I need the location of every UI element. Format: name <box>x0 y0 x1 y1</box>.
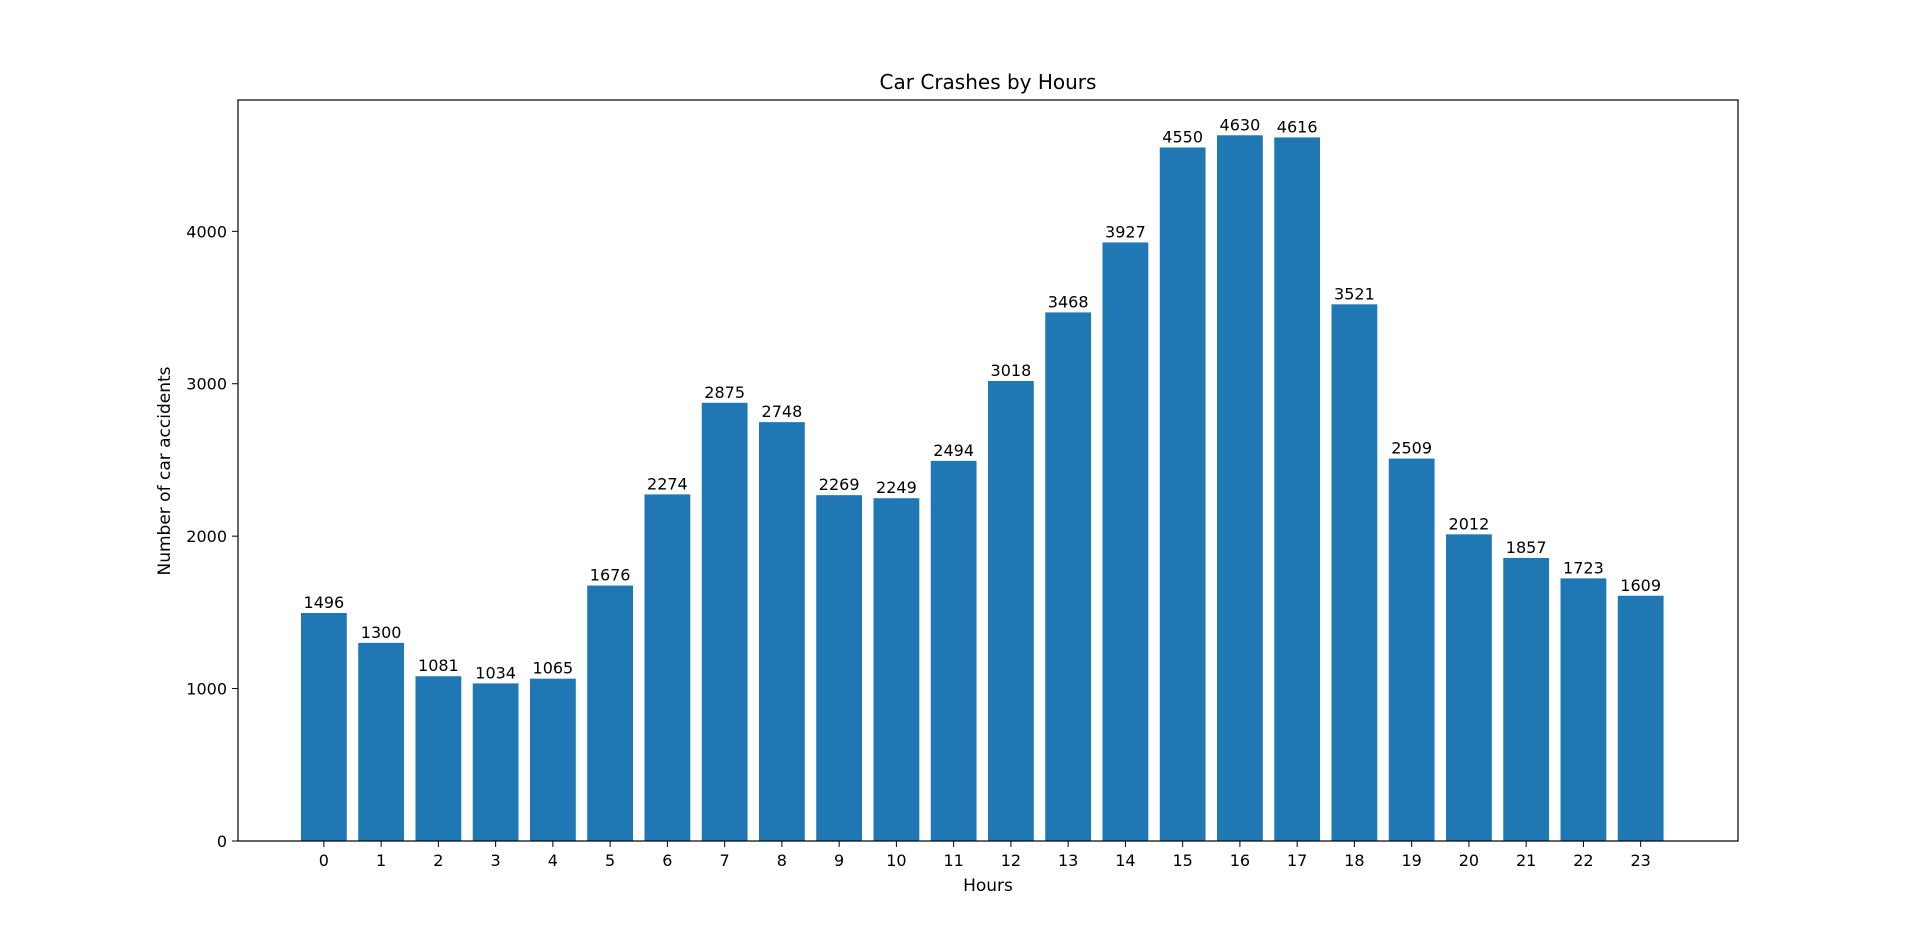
bar-hour-23 <box>1617 595 1664 841</box>
bar-hour-18 <box>1331 304 1378 842</box>
y-tick-label: 1000 <box>186 680 227 699</box>
x-tick-label: 4 <box>548 851 558 870</box>
bar-hour-10 <box>873 498 920 841</box>
y-axis-ticks: 0 1000 2000 3000 4000 <box>186 222 238 851</box>
bar-hour-17 <box>1274 137 1321 841</box>
bar-hour-16 <box>1217 135 1263 842</box>
x-tick-label: 20 <box>1459 851 1479 870</box>
x-tick-label: 18 <box>1344 851 1364 870</box>
bar-value-label: 3521 <box>1334 284 1375 303</box>
bar-hour-7 <box>701 402 748 841</box>
bar-hour-4 <box>529 678 576 841</box>
bar-hour-22 <box>1560 578 1607 841</box>
x-tick-label: 13 <box>1058 851 1078 870</box>
x-tick-label: 9 <box>834 851 844 870</box>
bar-value-label: 2875 <box>704 383 745 402</box>
bar-hour-14 <box>1102 242 1149 841</box>
bar-value-label: 1081 <box>418 656 459 675</box>
bar-value-label: 3468 <box>1048 292 1089 311</box>
bar-value-label: 2748 <box>762 402 803 421</box>
x-axis-label: Hours <box>963 876 1013 896</box>
bar-value-label: 3018 <box>991 361 1032 380</box>
x-tick-label: 8 <box>777 851 787 870</box>
bar-value-label: 2509 <box>1391 439 1432 458</box>
x-tick-label: 10 <box>886 851 906 870</box>
bar-hour-6 <box>644 494 691 841</box>
bar-value-label: 3927 <box>1105 222 1146 241</box>
bars-layer <box>300 135 1664 842</box>
y-tick-label: 3000 <box>186 375 227 394</box>
bar-hour-3 <box>472 683 519 841</box>
bar-value-label: 1676 <box>590 566 631 585</box>
x-tick-label: 7 <box>720 851 730 870</box>
x-tick-label: 5 <box>605 851 615 870</box>
bar-value-label: 2249 <box>876 478 917 497</box>
bar-hour-9 <box>816 495 863 841</box>
x-tick-label: 15 <box>1172 851 1192 870</box>
x-tick-label: 21 <box>1516 851 1536 870</box>
bar-hour-0 <box>300 612 347 841</box>
bar-hour-19 <box>1388 458 1435 841</box>
chart-title: Car Crashes by Hours <box>880 70 1097 94</box>
bar-hour-21 <box>1503 557 1550 841</box>
bar-hour-13 <box>1045 312 1092 842</box>
bar-hour-11 <box>930 460 977 841</box>
plot-frame <box>237 99 1739 842</box>
bar-hour-15 <box>1159 147 1206 841</box>
x-axis-ticks: 0 1 2 3 4 5 6 7 8 9 10 11 12 13 14 15 16 17 18 19 20 21 22 23 <box>319 841 1651 870</box>
x-tick-label: 16 <box>1230 851 1250 870</box>
bar-value-label: 2269 <box>819 475 860 494</box>
bar-value-label: 1496 <box>304 593 345 612</box>
x-tick-label: 2 <box>433 851 443 870</box>
x-tick-label: 1 <box>376 851 386 870</box>
x-tick-label: 17 <box>1287 851 1307 870</box>
x-tick-label: 19 <box>1401 851 1421 870</box>
bar-hour-5 <box>587 585 634 841</box>
y-axis-label: Number of car accidents <box>155 366 175 575</box>
bar-value-label: 1609 <box>1620 576 1661 595</box>
bar-value-label: 2012 <box>1449 514 1490 533</box>
bar-value-label: 1065 <box>533 659 574 678</box>
bar-hour-1 <box>358 642 405 841</box>
x-tick-label: 14 <box>1115 851 1135 870</box>
y-tick-label: 0 <box>217 832 227 851</box>
x-tick-label: 11 <box>943 851 963 870</box>
bar-value-label: 1300 <box>361 623 402 642</box>
bar-value-label: 2274 <box>647 474 688 493</box>
bar-value-label: 4550 <box>1162 127 1203 146</box>
y-tick-label: 4000 <box>186 222 227 241</box>
x-tick-label: 22 <box>1573 851 1593 870</box>
bar-value-label: 2494 <box>933 441 974 460</box>
value-labels-layer: 1496 1300 1081 1034 1065 1676 2274 2875 2748 2269… <box>304 115 1662 682</box>
x-tick-label: 6 <box>662 851 672 870</box>
bar-value-label: 1857 <box>1506 538 1547 557</box>
bar-hour-12 <box>988 380 1034 841</box>
bar-hour-20 <box>1446 534 1492 841</box>
bar-value-label: 1723 <box>1563 558 1604 577</box>
y-tick-label: 2000 <box>186 527 227 546</box>
bar-value-label: 4616 <box>1277 117 1318 136</box>
bar-hour-2 <box>415 676 462 841</box>
bar-hour-8 <box>758 422 805 841</box>
x-tick-label: 12 <box>1001 851 1021 870</box>
x-tick-label: 0 <box>319 851 329 870</box>
x-tick-label: 23 <box>1630 851 1650 870</box>
bar-value-label: 1034 <box>475 663 516 682</box>
bar-value-label: 4630 <box>1220 115 1261 134</box>
x-tick-label: 3 <box>491 851 501 870</box>
